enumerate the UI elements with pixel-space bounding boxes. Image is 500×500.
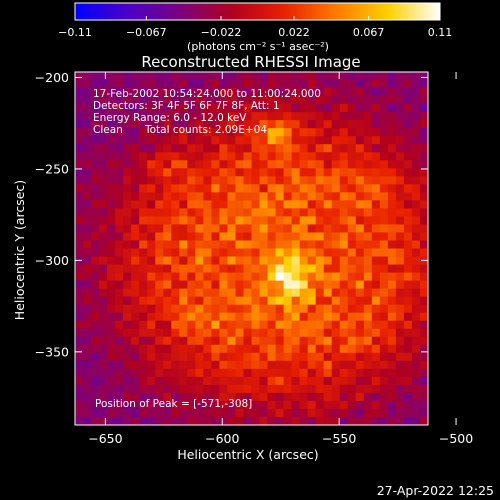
y-tick-label: −200: [35, 70, 69, 85]
colorbar-ticks: −0.11 −0.067 −0.022 0.022 0.067 0.11: [58, 16, 452, 39]
y-tick-label: −250: [35, 161, 69, 176]
annotations: 17-Feb-2002 10:54:24.000 to 11:00:24.000…: [93, 88, 321, 410]
colorbar-tick-label: 0.11: [428, 26, 453, 39]
footer-timestamp: 27-Apr-2022 12:25: [377, 483, 494, 498]
annotation-peak-position: Position of Peak = [-571,-308]: [95, 398, 252, 410]
colorbar-tick-label: 0.022: [278, 26, 310, 39]
colorbar-tick-label: 0.067: [353, 26, 385, 39]
x-axis: −650 −600 −550 −500: [88, 72, 473, 446]
plot-frame: [74, 71, 429, 426]
x-tick-label: −500: [439, 431, 473, 446]
annotation-time-range: 17-Feb-2002 10:54:24.000 to 11:00:24.000: [93, 88, 321, 100]
y-axis: −200 −250 −300 −350: [35, 70, 428, 359]
colorbar-gradient: [74, 2, 441, 21]
annotation-clean: Clean: [93, 124, 123, 136]
y-tick-label: −300: [35, 253, 69, 268]
x-tick-label: −600: [205, 431, 239, 446]
colorbar-tick-label: −0.067: [126, 26, 167, 39]
y-tick-label: −350: [35, 344, 69, 359]
x-axis-label: Heliocentric X (arcsec): [177, 447, 318, 462]
annotation-detectors: Detectors: 3F 4F 5F 6F 7F 8F, Att: 1: [93, 100, 280, 112]
annotation-total-counts: Total counts: 2.09E+04: [144, 124, 267, 136]
y-axis-label: Heliocentric Y (arcsec): [12, 180, 27, 320]
colorbar-unit-label: (photons cm⁻² s⁻¹ asec⁻²): [187, 40, 329, 53]
colorbar-tick-label: −0.022: [201, 26, 242, 39]
chart-title: Reconstructed RHESSI Image: [141, 53, 360, 71]
heatmap-image: [75, 72, 428, 425]
annotation-energy-range: Energy Range: 6.0 - 12.0 keV: [93, 112, 247, 124]
x-tick-label: −550: [322, 431, 356, 446]
x-tick-label: −650: [88, 431, 122, 446]
colorbar-tick-label: −0.11: [58, 26, 92, 39]
colorbar: −0.11 −0.067 −0.022 0.022 0.067 0.11 (photons…: [58, 2, 452, 53]
